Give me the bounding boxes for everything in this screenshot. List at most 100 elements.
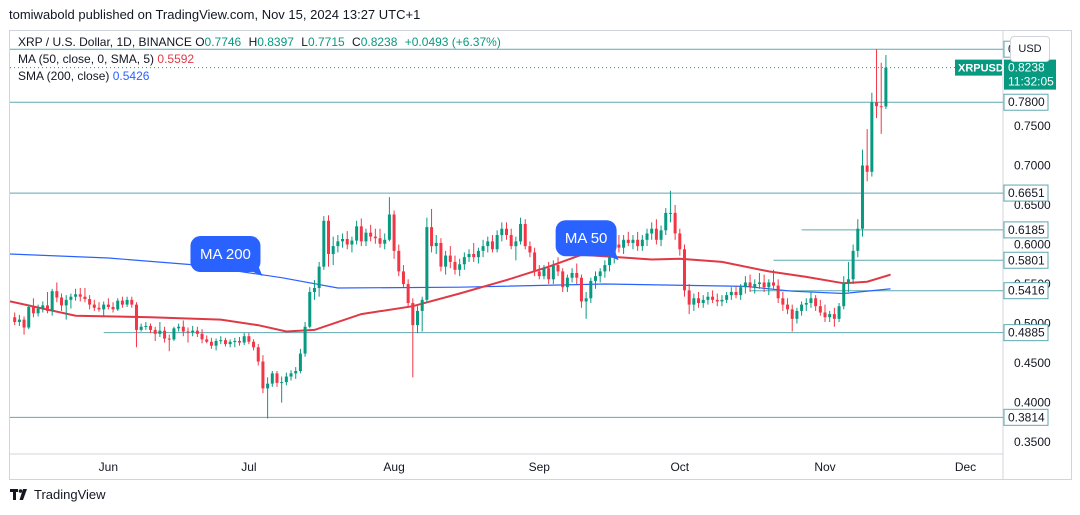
- candle: [130, 296, 134, 308]
- candle-body: [97, 307, 101, 310]
- level-price-tag: 0.5801: [1003, 251, 1049, 269]
- candle-body: [673, 212, 677, 234]
- level-price-tag-box: [1003, 408, 1049, 426]
- candle-body: [116, 300, 120, 310]
- candle: [561, 268, 565, 292]
- candle-body: [191, 330, 195, 333]
- candle: [401, 265, 405, 288]
- candle-body: [701, 299, 705, 304]
- candle: [725, 291, 729, 304]
- ma50-label: MA (50, close, 0, SMA, 5): [18, 52, 155, 66]
- candle-body: [331, 246, 335, 255]
- candle-body: [790, 309, 794, 319]
- candle-body: [209, 341, 213, 346]
- ticker-badge-label: XRPUSD: [958, 63, 1004, 75]
- candle-body: [598, 271, 602, 277]
- candle: [317, 261, 321, 297]
- candle: [673, 205, 677, 240]
- candle: [209, 337, 213, 349]
- price-tick-label: 0.6000: [1014, 238, 1051, 252]
- candle: [322, 216, 326, 270]
- candle: [416, 306, 420, 334]
- candle-body: [800, 304, 804, 311]
- candle-body: [664, 212, 668, 231]
- candle: [256, 344, 260, 366]
- symbol-name: XRP / U.S. Dollar, 1D, BINANCE: [18, 35, 192, 49]
- ma50-legend[interactable]: MA (50, close, 0, SMA, 5) 0.5592: [18, 52, 194, 66]
- candle-body: [495, 235, 499, 250]
- candle: [341, 233, 345, 248]
- candle: [345, 231, 349, 250]
- candle: [111, 302, 115, 313]
- candle-body: [303, 326, 307, 354]
- candle: [373, 228, 377, 244]
- candle: [270, 371, 274, 387]
- tradingview-brand[interactable]: TradingView: [10, 487, 106, 502]
- sma200-legend[interactable]: SMA (200, close) 0.5426: [18, 69, 149, 83]
- candle-body: [439, 242, 443, 267]
- time-tick-label: Jun: [99, 460, 118, 474]
- candle: [97, 302, 101, 312]
- candle-body: [22, 319, 26, 328]
- candle-body: [640, 239, 644, 247]
- candle: [167, 334, 171, 352]
- candle-body: [832, 314, 836, 319]
- candle-body: [739, 287, 743, 296]
- candle: [125, 296, 129, 307]
- candle-body: [814, 298, 818, 307]
- candle: [823, 304, 827, 322]
- ticker-badge-box: [955, 59, 1002, 76]
- candle-body: [659, 230, 663, 240]
- low-value: 0.7715: [307, 35, 345, 49]
- candle-body: [186, 331, 190, 333]
- candle: [706, 291, 710, 305]
- candle-body: [130, 299, 134, 305]
- candle: [476, 247, 480, 264]
- candle-body: [27, 306, 31, 328]
- candle-body: [92, 304, 96, 308]
- candle-body: [846, 279, 850, 283]
- candle: [818, 299, 822, 316]
- candle-body: [828, 314, 832, 318]
- candle: [875, 49, 879, 119]
- candle-body: [720, 299, 724, 302]
- ma-callout-bubble: [555, 220, 617, 257]
- candle-body: [743, 282, 747, 288]
- candle-body: [589, 280, 593, 299]
- candle-body: [486, 241, 490, 247]
- candle: [697, 291, 701, 308]
- candle: [238, 337, 242, 346]
- candle-body: [214, 340, 218, 346]
- candle-body: [692, 298, 696, 305]
- currency-selector[interactable]: USD: [1010, 36, 1050, 62]
- candle-body: [55, 291, 59, 298]
- symbol-legend: XRP / U.S. Dollar, 1D, BINANCE O0.7746 H…: [18, 35, 505, 49]
- candle: [139, 323, 143, 332]
- candle-body: [397, 250, 401, 272]
- candle-body: [270, 373, 274, 384]
- candle: [69, 293, 73, 309]
- candle-body: [697, 298, 701, 304]
- ma-callout: MA 200: [190, 236, 263, 277]
- candle: [219, 336, 223, 345]
- candle: [36, 304, 40, 317]
- candle: [467, 249, 471, 262]
- candle: [865, 129, 869, 182]
- candle: [603, 260, 607, 278]
- candle: [205, 335, 209, 344]
- candle: [83, 288, 87, 303]
- candle-body: [177, 326, 181, 329]
- candle-body: [341, 238, 345, 242]
- candle: [500, 222, 504, 242]
- candle-body: [261, 361, 265, 389]
- candle-body: [275, 373, 279, 383]
- candle: [163, 326, 167, 343]
- candle: [884, 55, 888, 109]
- candle: [181, 320, 185, 337]
- candle-body: [50, 291, 54, 311]
- candle-body: [411, 303, 415, 326]
- candle-body: [88, 299, 92, 305]
- candle: [593, 271, 597, 289]
